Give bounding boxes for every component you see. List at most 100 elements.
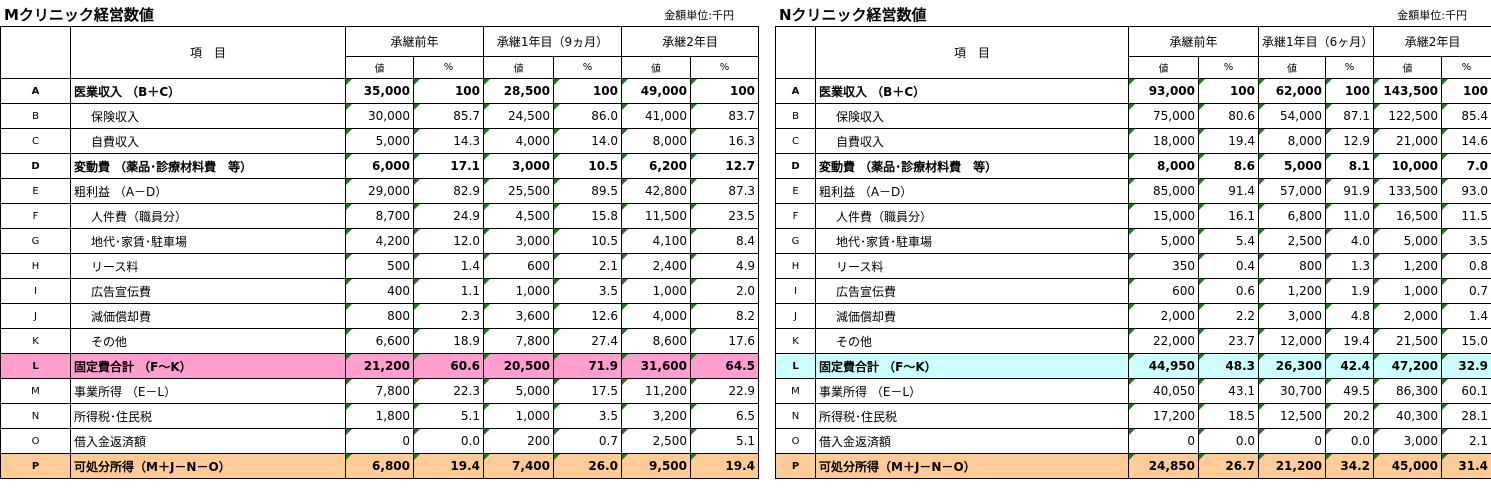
value-cell: 8,600 <box>621 328 692 354</box>
value-cell: 7,400 <box>483 453 555 479</box>
data-row: A 医業収入 （B＋C） 93,000 100 62,000 100 143,500 100 <box>775 78 1491 104</box>
value-cell: 12.6 <box>553 303 623 329</box>
value-cell: 3.5 <box>1441 228 1491 254</box>
row-label: 粗利益 （A－D） <box>70 178 346 204</box>
row-code: C <box>0 128 71 154</box>
row-code: B <box>775 103 816 129</box>
value-cell: 4.9 <box>690 253 760 279</box>
value-cell: 87.3 <box>690 178 760 204</box>
data-row: N 所得税･住民税 1,800 5.1 1,000 3.5 3,200 6.5 <box>0 403 760 429</box>
title-bar: Nクリニック経営数値 金額単位:千円 <box>775 0 1491 26</box>
value-cell: 83.7 <box>690 103 760 129</box>
value-cell: 1,000 <box>483 278 555 304</box>
row-label: 医業収入 （B＋C） <box>815 78 1129 104</box>
value-cell: 17.5 <box>553 378 623 404</box>
value-cell: 0.8 <box>1441 253 1491 279</box>
data-row: I 広告宣伝費 400 1.1 1,000 3.5 1,000 2.0 <box>0 278 760 304</box>
value-cell: 1,000 <box>483 403 555 429</box>
row-code: L <box>0 353 71 379</box>
value-cell: 3,600 <box>483 303 555 329</box>
value-cell: 100 <box>1441 78 1491 104</box>
period-header: 承継1年目（6ヶ月） <box>1258 26 1375 57</box>
value-cell: 75,000 <box>1128 103 1199 129</box>
row-code: L <box>775 353 816 379</box>
data-row: F 人件費（職員分） 15,000 16.1 6,800 11.0 16,500 11.5 <box>775 203 1491 229</box>
value-cell: 42.4 <box>1325 353 1375 379</box>
value-cell: 62,000 <box>1258 78 1327 104</box>
table-title: Nクリニック経営数値 <box>779 6 927 24</box>
subheader-cell: % <box>1197 56 1260 79</box>
data-row: I 広告宣伝費 600 0.6 1,200 1.9 1,000 0.7 <box>775 278 1491 304</box>
data-row: D 変動費 （薬品･診療材料費 等） 8,000 8.6 5,000 8.1 10,000 7… <box>775 153 1491 179</box>
value-cell: 24.9 <box>412 203 485 229</box>
row-label: その他 <box>70 328 346 354</box>
value-cell: 11,200 <box>621 378 692 404</box>
value-cell: 400 <box>345 278 414 304</box>
row-label: 自費収入 <box>815 128 1129 154</box>
row-code: I <box>775 278 816 304</box>
period-header: 承継1年目（9ヵ月） <box>483 26 623 57</box>
value-cell: 4,000 <box>483 128 555 154</box>
value-cell: 12.7 <box>690 153 760 179</box>
row-code: G <box>775 228 816 254</box>
value-cell: 100 <box>412 78 485 104</box>
row-label: 保険収入 <box>815 103 1129 129</box>
value-cell: 18,000 <box>1128 128 1199 154</box>
value-cell: 0.0 <box>1325 428 1375 454</box>
value-cell: 6,200 <box>621 153 692 179</box>
row-label: 広告宣伝費 <box>815 278 1129 304</box>
row-label: 人件費（職員分） <box>70 203 346 229</box>
row-code: N <box>0 403 71 429</box>
value-cell: 80.6 <box>1197 103 1260 129</box>
row-label: 事業所得 （E－L） <box>70 378 346 404</box>
value-cell: 4,000 <box>621 303 692 329</box>
sheet: Nクリニック経営数値 金額単位:千円項 目承継前年 承継1年目（6ヶ月） 承継2年目値… <box>775 0 1491 479</box>
header-cell <box>0 26 71 79</box>
value-cell: 8.6 <box>1197 153 1260 179</box>
value-cell: 71.9 <box>553 353 623 379</box>
value-cell: 0.0 <box>412 428 485 454</box>
value-cell: 21,000 <box>1373 128 1443 154</box>
value-cell: 1.3 <box>1325 253 1375 279</box>
value-cell: 86.0 <box>553 103 623 129</box>
value-cell: 93,000 <box>1128 78 1199 104</box>
data-row: A 医業収入 （B＋C） 35,000 100 28,500 100 49,000 100 <box>0 78 760 104</box>
value-cell: 27.4 <box>553 328 623 354</box>
value-cell: 1,000 <box>621 278 692 304</box>
value-cell: 25,500 <box>483 178 555 204</box>
row-label: 固定費合計 （F～K） <box>815 353 1129 379</box>
value-cell: 31.4 <box>1441 453 1491 479</box>
value-cell: 2.2 <box>1197 303 1260 329</box>
header-cell: 項 目 <box>815 26 1129 79</box>
table-title: Mクリニック経営数値 <box>4 6 154 24</box>
subheader-cell: 値 <box>483 56 555 79</box>
value-cell: 100 <box>690 78 760 104</box>
value-cell: 21,500 <box>1373 328 1443 354</box>
value-cell: 28.1 <box>1441 403 1491 429</box>
row-label: 自費収入 <box>70 128 346 154</box>
row-code: I <box>0 278 71 304</box>
value-cell: 57,000 <box>1258 178 1327 204</box>
row-label: 地代･家賃･駐車場 <box>815 228 1129 254</box>
value-cell: 5,000 <box>483 378 555 404</box>
value-cell: 6,600 <box>345 328 414 354</box>
sheet: Mクリニック経営数値 金額単位:千円項 目承継前年 承継1年目（9ヵ月） 承継2年目値… <box>0 0 760 479</box>
subheader-cell: % <box>412 56 485 79</box>
value-cell: 1.1 <box>412 278 485 304</box>
period-header: 承継前年 <box>344 26 485 57</box>
value-cell: 9,500 <box>621 453 692 479</box>
value-cell: 22,000 <box>1128 328 1199 354</box>
value-cell: 43.1 <box>1197 378 1260 404</box>
value-cell: 350 <box>1128 253 1199 279</box>
value-cell: 23.5 <box>690 203 760 229</box>
value-cell: 29,000 <box>345 178 414 204</box>
row-label: 所得税･住民税 <box>815 403 1129 429</box>
period-header: 承継2年目 <box>1373 26 1491 57</box>
value-cell: 8.2 <box>690 303 760 329</box>
data-row: K その他 22,000 23.7 12,000 19.4 21,500 15.0 <box>775 328 1491 354</box>
value-cell: 14.0 <box>553 128 623 154</box>
data-row: F 人件費（職員分） 8,700 24.9 4,500 15.8 11,500 23.5 <box>0 203 760 229</box>
value-cell: 2.3 <box>412 303 485 329</box>
value-cell: 28,500 <box>483 78 555 104</box>
row-label: リース料 <box>70 253 346 279</box>
